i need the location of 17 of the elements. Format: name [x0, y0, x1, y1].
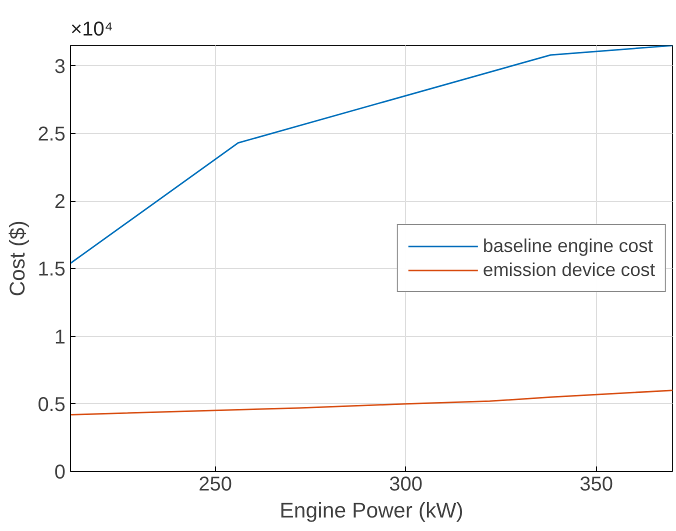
y-tick-label: 1.5	[38, 258, 66, 281]
y-tick-label: 0	[54, 462, 66, 484]
y-tick-label: 2.5	[38, 123, 66, 146]
x-tick-label: 300	[389, 474, 422, 496]
y-tick-label: 3	[54, 56, 66, 78]
legend-label: baseline engine cost	[482, 235, 653, 257]
y-tick-label: 2	[54, 191, 66, 214]
y-tick-label: 1	[54, 326, 66, 348]
x-tick-label: 250	[198, 474, 232, 496]
line-series	[70, 390, 672, 416]
x-axis-title: Engine Power (kW)	[280, 498, 464, 522]
legend-label: emission device cost	[482, 259, 655, 281]
y-axis-title: Cost ($)	[6, 220, 30, 296]
x-tick-label: 350	[580, 474, 613, 496]
text: ×10⁴	[70, 18, 114, 40]
y-tick-label: 0.5	[38, 394, 66, 416]
line-series	[70, 46, 672, 264]
